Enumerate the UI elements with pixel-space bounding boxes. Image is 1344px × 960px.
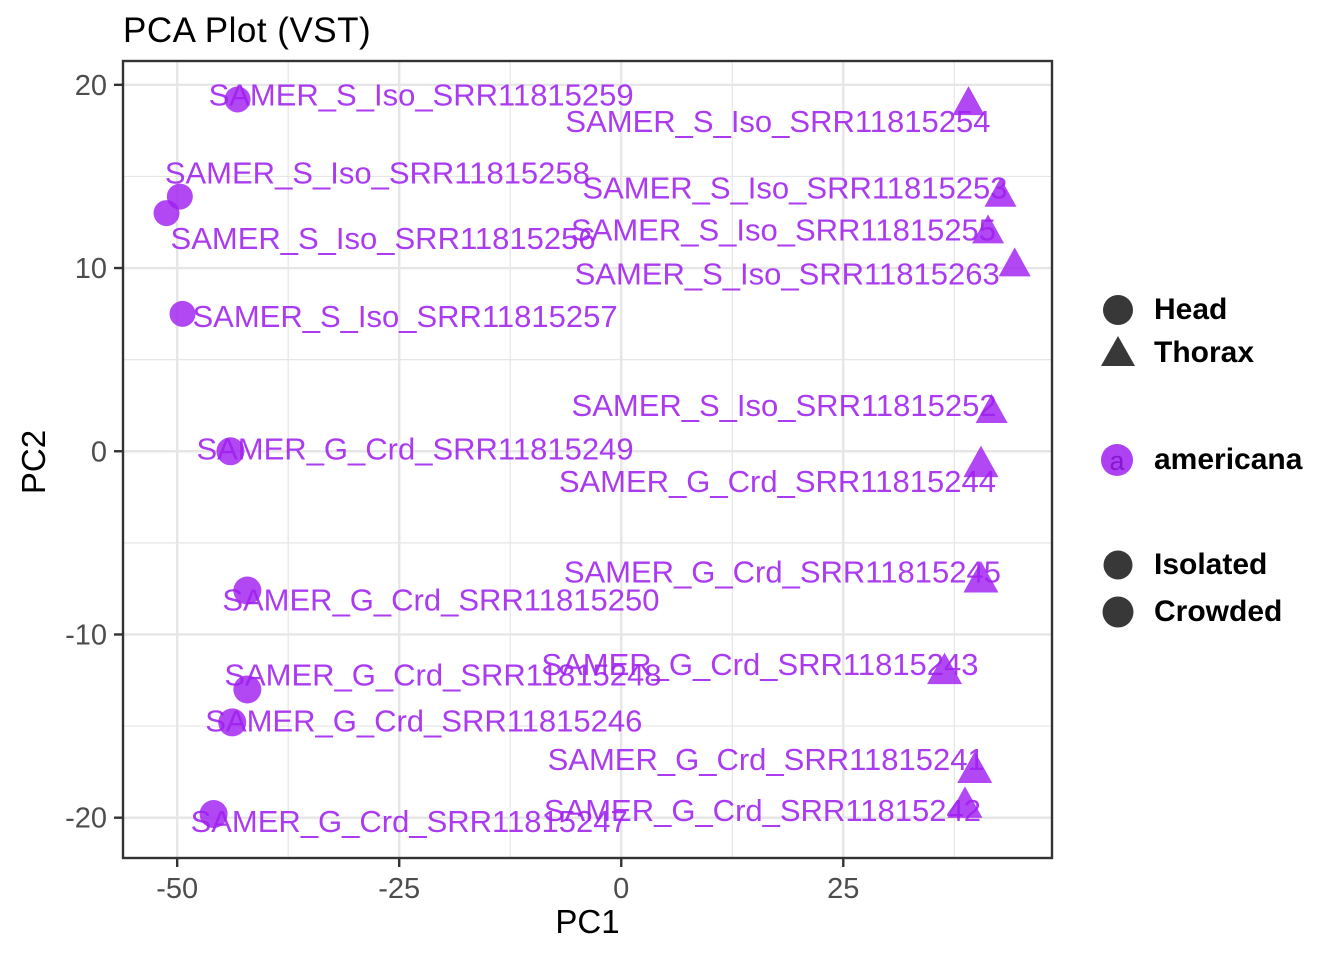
legend-item-crowded: Crowded [1096,590,1282,634]
data-point-circle [233,576,262,605]
point-label: SAMER_G_Crd_SRR11815250 [222,583,659,618]
americana-a-circle-icon: a [1101,444,1133,476]
x-tick-label: -25 [378,873,420,905]
y-tick-label: 0 [91,436,107,468]
x-axis-title: PC1 [555,903,620,940]
legend-label-isolated: Isolated [1154,548,1268,581]
data-point-triangle [963,561,999,593]
data-point-circle [169,300,196,327]
data-point-circle [153,200,180,227]
point-label: SAMER_G_Crd_SRR11815248 [224,657,661,692]
point-label: SAMER_G_Crd_SRR11815241 [548,742,985,777]
y-tick-label: 20 [75,70,107,102]
legend-item-americana: a americana [1096,438,1302,482]
data-point-triangle [963,445,999,478]
isolated-circle-icon [1103,550,1133,580]
y-axis-title: PC2 [15,429,52,495]
data-point-circle [233,675,262,704]
legend: Head Thorax a americana Isolated [1096,0,1344,960]
legend-label-americana: americana [1154,443,1303,476]
data-point-circle [224,86,251,113]
thorax-triangle-icon [1101,336,1135,366]
point-label: SAMER_S_Iso_SRR11815263 [575,256,1000,291]
point-label: SAMER_G_Crd_SRR11815247 [191,804,628,839]
point-label: SAMER_S_Iso_SRR11815259 [209,77,634,112]
data-point-triangle [975,393,1008,423]
point-label: SAMER_S_Iso_SRR11815255 [571,212,996,247]
point-label: SAMER_S_Iso_SRR11815252 [572,388,997,423]
head-circle-icon [1103,295,1133,325]
crowded-circle-icon [1102,596,1134,628]
point-label: SAMER_G_Crd_SRR11815244 [559,464,996,499]
data-point-triangle [984,177,1017,207]
data-point-triangle [998,247,1031,277]
data-point-triangle [927,652,963,685]
data-point-circle [216,437,245,466]
point-label: SAMER_S_Iso_SRR11815254 [565,104,990,139]
panel-border [121,59,1054,860]
data-point-triangle [947,786,983,818]
x-tick-label: -50 [156,873,198,905]
chart-title: PCA Plot (VST) [123,11,372,50]
x-tick-label: 25 [827,873,859,905]
point-label: SAMER_G_Crd_SRR11815245 [564,555,1001,590]
point-label: SAMER_G_Crd_SRR11815243 [541,647,978,682]
data-point-circle [199,800,228,829]
legend-label-thorax: Thorax [1154,336,1255,369]
data-point-triangle [952,86,985,116]
x-tick-label: 0 [613,873,629,905]
legend-label-head: Head [1154,293,1228,326]
point-label: SAMER_S_Iso_SRR11815253 [582,171,1007,206]
legend-label-crowded: Crowded [1154,595,1283,628]
y-tick-label: -10 [65,619,107,651]
legend-item-head: Head [1096,288,1227,332]
data-point-circle [218,708,247,737]
point-label: SAMER_G_Crd_SRR11815242 [544,793,981,828]
point-label: SAMER_S_Iso_SRR11815257 [193,299,618,334]
svg-text:a: a [1109,446,1125,476]
data-point-triangle [972,214,1005,244]
y-tick-label: 10 [75,253,107,285]
legend-item-isolated: Isolated [1096,543,1267,587]
point-label: SAMER_G_Crd_SRR11815249 [196,431,633,466]
data-point-triangle [957,751,993,784]
point-label: SAMER_S_Iso_SRR11815258 [165,156,590,191]
legend-item-thorax: Thorax [1096,331,1254,375]
y-tick-label: -20 [65,803,107,835]
point-label: SAMER_S_Iso_SRR11815256 [171,221,596,256]
point-label: SAMER_G_Crd_SRR11815246 [205,703,642,738]
